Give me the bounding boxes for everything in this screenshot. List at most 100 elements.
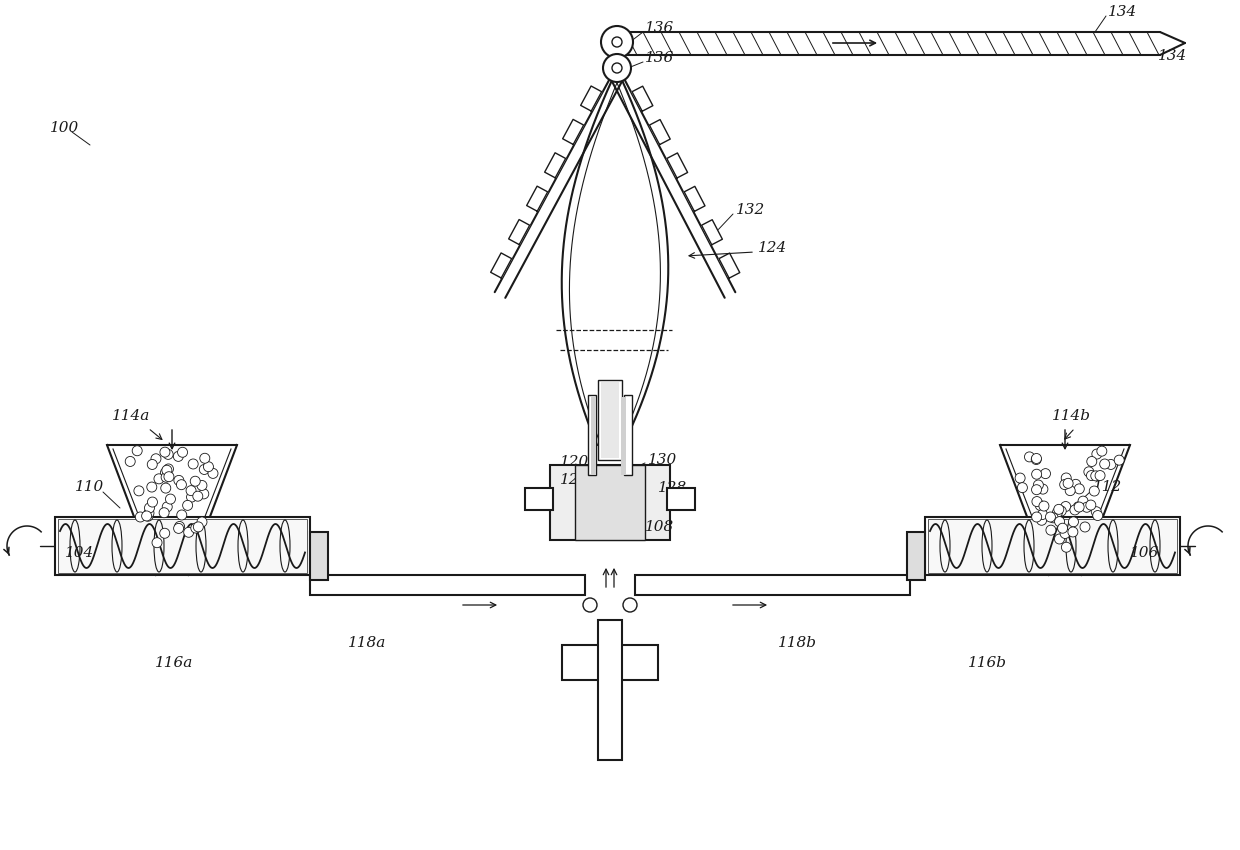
Circle shape	[160, 468, 170, 478]
Circle shape	[164, 450, 174, 459]
Circle shape	[200, 453, 210, 463]
Bar	[551, 465, 670, 540]
Text: 118b: 118b	[777, 636, 817, 650]
Bar	[667, 488, 694, 510]
Text: 132: 132	[737, 203, 765, 217]
Circle shape	[1016, 473, 1025, 483]
Text: 124: 124	[758, 241, 787, 255]
Circle shape	[1032, 455, 1042, 464]
Circle shape	[1091, 507, 1101, 517]
Bar	[598, 620, 622, 760]
Circle shape	[200, 464, 210, 474]
Circle shape	[1056, 506, 1066, 516]
Circle shape	[188, 459, 198, 469]
Circle shape	[622, 598, 637, 612]
Circle shape	[174, 451, 184, 462]
Bar	[621, 397, 626, 475]
Circle shape	[1058, 524, 1068, 533]
Text: 122: 122	[560, 473, 589, 487]
Circle shape	[1033, 480, 1043, 490]
Circle shape	[1086, 456, 1096, 467]
Circle shape	[177, 510, 187, 520]
Bar	[591, 397, 596, 475]
Circle shape	[1070, 505, 1080, 515]
Circle shape	[1032, 512, 1042, 522]
Text: 100: 100	[50, 121, 79, 135]
Circle shape	[197, 480, 207, 490]
Bar	[58, 519, 308, 573]
Circle shape	[1063, 479, 1073, 488]
Circle shape	[191, 523, 201, 533]
Circle shape	[145, 503, 155, 513]
Circle shape	[148, 460, 157, 469]
Text: 116a: 116a	[155, 656, 193, 670]
Circle shape	[1045, 512, 1055, 522]
Circle shape	[160, 447, 170, 457]
Circle shape	[1074, 502, 1084, 512]
Text: 114b: 114b	[1052, 409, 1091, 423]
Circle shape	[162, 465, 172, 475]
Circle shape	[161, 473, 171, 482]
Polygon shape	[650, 120, 671, 145]
Circle shape	[148, 497, 157, 507]
Circle shape	[193, 522, 203, 532]
Circle shape	[177, 447, 187, 457]
Circle shape	[186, 492, 196, 502]
Circle shape	[1017, 483, 1028, 493]
Circle shape	[160, 528, 170, 538]
Bar	[601, 382, 619, 458]
Circle shape	[1054, 504, 1064, 514]
Polygon shape	[508, 219, 529, 245]
Text: 118a: 118a	[348, 636, 387, 650]
Circle shape	[1035, 501, 1045, 511]
Text: 136: 136	[645, 21, 675, 35]
Circle shape	[135, 512, 145, 522]
Circle shape	[134, 486, 144, 496]
Circle shape	[161, 483, 171, 493]
Polygon shape	[563, 119, 584, 144]
Bar	[310, 532, 329, 580]
Text: 116b: 116b	[968, 656, 1007, 670]
Circle shape	[146, 482, 156, 492]
Circle shape	[1060, 502, 1070, 512]
Circle shape	[1037, 515, 1047, 525]
Circle shape	[1074, 484, 1084, 494]
Circle shape	[1097, 446, 1107, 456]
Text: 114a: 114a	[112, 409, 150, 423]
Circle shape	[1095, 471, 1105, 480]
Circle shape	[1081, 502, 1091, 513]
Bar	[906, 532, 925, 580]
Polygon shape	[719, 253, 740, 278]
Circle shape	[1078, 496, 1087, 506]
Circle shape	[144, 508, 154, 518]
Text: 112: 112	[1092, 480, 1122, 494]
Circle shape	[603, 54, 631, 82]
Polygon shape	[580, 86, 601, 111]
Polygon shape	[527, 186, 548, 211]
Circle shape	[208, 468, 218, 479]
Circle shape	[1040, 468, 1050, 479]
Circle shape	[192, 491, 203, 501]
Text: 110: 110	[74, 480, 104, 494]
Circle shape	[1068, 527, 1078, 537]
Circle shape	[1106, 460, 1116, 469]
Circle shape	[1086, 500, 1096, 510]
Circle shape	[141, 511, 151, 521]
Text: 134: 134	[1109, 5, 1137, 19]
Circle shape	[1060, 479, 1070, 490]
Circle shape	[159, 507, 169, 518]
Bar	[635, 575, 910, 595]
Text: 130: 130	[649, 453, 677, 467]
Circle shape	[184, 527, 193, 537]
Circle shape	[143, 511, 153, 521]
Bar	[624, 395, 632, 475]
Circle shape	[197, 517, 207, 527]
Circle shape	[1115, 455, 1125, 465]
Circle shape	[1053, 507, 1063, 518]
Circle shape	[203, 462, 213, 472]
Circle shape	[176, 479, 186, 490]
Circle shape	[175, 522, 185, 531]
Circle shape	[1074, 502, 1084, 512]
Circle shape	[1084, 467, 1094, 477]
Circle shape	[162, 502, 172, 512]
